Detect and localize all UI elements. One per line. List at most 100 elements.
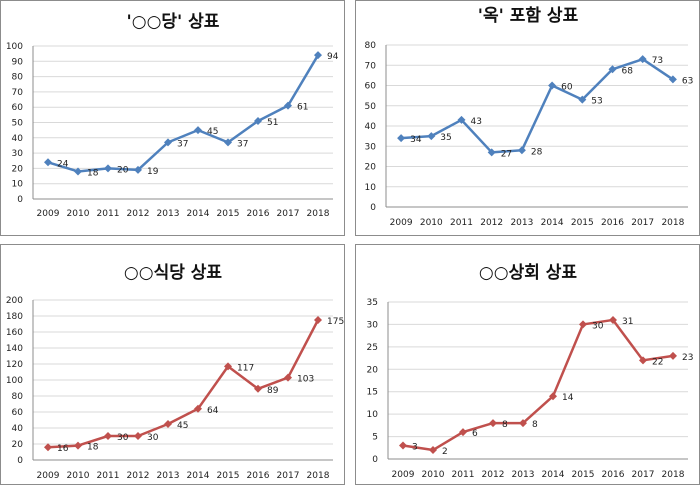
y-tick-label: 30 xyxy=(367,320,379,330)
series-line xyxy=(47,319,320,449)
y-tick-label: 0 xyxy=(372,455,378,465)
x-tick-label: 2014 xyxy=(541,218,564,228)
y-tick-label: 0 xyxy=(17,195,23,205)
data-label: 30 xyxy=(592,321,604,331)
x-tick-label: 2018 xyxy=(662,470,685,480)
x-tick-label: 2016 xyxy=(247,471,270,481)
x-tick-label: 2012 xyxy=(480,218,503,228)
chart-svg-3: ○○식당 상표 0 20 40 60 80 100 120 140 160 180 200 2009 20… xyxy=(6,263,344,481)
y-tick-label: 5 xyxy=(372,433,378,443)
data-label: 35 xyxy=(440,133,451,143)
series-line xyxy=(401,57,674,154)
data-point-marker xyxy=(224,362,232,371)
data-label: 23 xyxy=(682,353,693,363)
data-label: 60 xyxy=(561,83,573,93)
data-point-marker xyxy=(397,134,406,143)
y-tick-label: 20 xyxy=(365,163,377,173)
y-tick-label: 50 xyxy=(365,102,377,112)
x-tick-label: 2013 xyxy=(512,470,535,480)
x-tick-label: 2010 xyxy=(420,218,443,228)
x-tick-label: 2013 xyxy=(157,209,180,219)
data-point-marker xyxy=(194,404,202,413)
y-tick-label: 80 xyxy=(12,392,24,402)
data-point-marker xyxy=(104,432,112,440)
data-point-marker xyxy=(578,95,587,104)
y-tick-label: 10 xyxy=(367,410,379,420)
y-tick-label: 160 xyxy=(6,328,23,338)
data-label: 117 xyxy=(237,363,254,373)
data-point-marker xyxy=(459,428,467,437)
x-tick-label: 2015 xyxy=(217,471,240,481)
data-point-marker xyxy=(427,132,436,141)
y-tick-label: 70 xyxy=(365,61,377,71)
data-label: 27 xyxy=(501,149,512,159)
data-label: 45 xyxy=(207,127,218,137)
y-tick-label: 100 xyxy=(6,376,23,386)
series-line xyxy=(402,318,674,452)
x-tick-label: 2015 xyxy=(571,218,594,228)
x-tick-label: 2009 xyxy=(392,470,415,480)
y-tick-label: 40 xyxy=(12,134,24,144)
data-label: 16 xyxy=(57,444,69,454)
data-point-marker xyxy=(284,101,292,110)
data-label: 18 xyxy=(87,168,99,178)
chart-panel-4: ○○상회 상표 0 5 10 15 20 25 30 35 2009 2010 2011 2012 201… xyxy=(355,244,700,485)
x-tick-label: 2014 xyxy=(542,470,565,480)
y-tick-label: 50 xyxy=(12,119,24,129)
data-point-marker xyxy=(457,115,466,124)
x-tick-label: 2011 xyxy=(452,470,475,480)
x-tick-label: 2018 xyxy=(307,209,330,219)
data-label: 53 xyxy=(591,97,602,107)
chart-panel-3: ○○식당 상표 0 20 40 60 80 100 120 140 160 180 200 2009 20… xyxy=(0,244,345,485)
data-label: 20 xyxy=(117,165,129,175)
x-tick-label: 2017 xyxy=(632,470,655,480)
y-tick-label: 100 xyxy=(6,42,23,52)
y-tick-label: 20 xyxy=(12,164,24,174)
data-point-marker xyxy=(579,320,587,329)
x-tick-label: 2014 xyxy=(187,471,210,481)
x-tick-label: 2016 xyxy=(247,209,270,219)
data-label: 63 xyxy=(682,76,693,86)
chart-panel-2: '옥' 포함 상표 0 10 20 30 40 50 60 70 80 2009 2010 2011 20… xyxy=(355,0,700,236)
data-label: 2 xyxy=(442,447,448,457)
chart-title: '○○당' 상표 xyxy=(127,12,220,32)
y-tick-label: 30 xyxy=(12,149,24,159)
x-tick-label: 2010 xyxy=(422,470,445,480)
data-label: 94 xyxy=(327,52,339,62)
data-label: 31 xyxy=(622,317,633,327)
x-tick-label: 2011 xyxy=(97,471,120,481)
data-label: 45 xyxy=(177,421,188,431)
y-tick-label: 40 xyxy=(12,424,24,434)
data-point-marker xyxy=(74,167,82,176)
x-tick-label: 2015 xyxy=(572,470,595,480)
x-tick-label: 2009 xyxy=(390,218,413,228)
y-tick-label: 0 xyxy=(370,203,376,213)
y-tick-label: 120 xyxy=(6,360,23,370)
data-label: 89 xyxy=(267,386,279,396)
y-tick-label: 80 xyxy=(12,73,24,83)
data-label: 19 xyxy=(147,167,159,177)
y-tick-label: 35 xyxy=(367,298,378,308)
x-tick-label: 2017 xyxy=(631,218,654,228)
data-point-marker xyxy=(638,55,647,64)
data-point-marker xyxy=(44,158,52,167)
data-label: 37 xyxy=(177,139,188,149)
data-label: 6 xyxy=(472,429,478,439)
chart-svg-2: '옥' 포함 상표 0 10 20 30 40 50 60 70 80 2009 2010 2011 20… xyxy=(365,5,694,228)
y-tick-label: 180 xyxy=(6,312,23,322)
x-tick-label: 2009 xyxy=(37,209,60,219)
data-point-marker xyxy=(314,51,322,60)
data-point-marker xyxy=(134,432,142,440)
data-point-marker xyxy=(164,420,172,428)
y-tick-label: 10 xyxy=(365,183,377,193)
data-label: 22 xyxy=(652,357,663,367)
x-tick-label: 2011 xyxy=(97,209,120,219)
data-point-marker xyxy=(609,315,617,324)
chart-title: '옥' 포함 상표 xyxy=(478,5,579,26)
data-label: 175 xyxy=(327,317,344,327)
chart-title: ○○식당 상표 xyxy=(124,263,223,283)
y-tick-label: 20 xyxy=(12,440,24,450)
x-tick-label: 2018 xyxy=(661,218,684,228)
data-point-marker xyxy=(489,419,497,428)
y-tick-label: 0 xyxy=(17,456,23,466)
